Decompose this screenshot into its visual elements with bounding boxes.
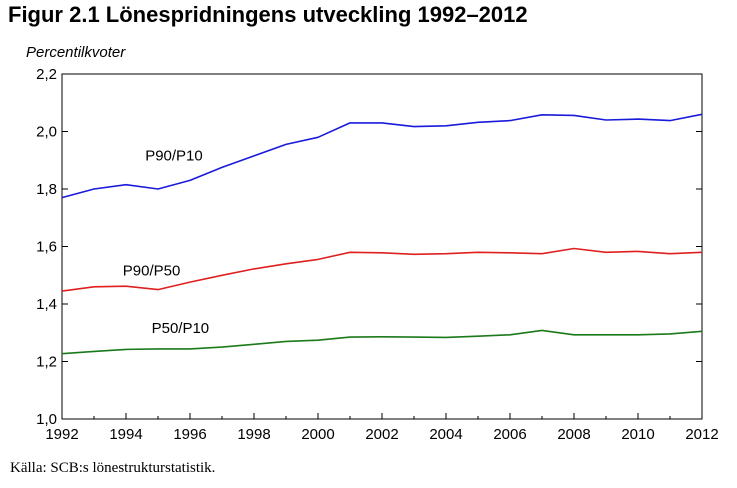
plot-frame	[61, 73, 703, 420]
x-tick-label: 2012	[685, 426, 718, 443]
x-tick-label: 2008	[557, 426, 590, 443]
series-label-p50-p10: P50/P10	[152, 320, 210, 337]
y-axis-label: Percentilkvoter	[26, 44, 126, 61]
series-line-p90-p10	[61, 113, 703, 199]
y-tick-label: 1,0	[36, 411, 57, 428]
series-line-p50-p10	[61, 329, 703, 355]
y-tick-label: 1,8	[36, 181, 57, 198]
x-tick-label: 1996	[173, 426, 206, 443]
y-tick-label: 1,4	[36, 296, 57, 313]
source-note: Källa: SCB:s lönestrukturstatistik.	[10, 460, 216, 476]
x-tick-label: 2004	[429, 426, 462, 443]
x-tick-label: 1998	[237, 426, 270, 443]
x-tick-label: 2000	[301, 426, 334, 443]
y-tick-label: 2,2	[36, 66, 57, 83]
x-tick-label: 2010	[621, 426, 654, 443]
chart-title: Figur 2.1 Lönespridningens utveckling 19…	[8, 2, 528, 27]
x-tick-label: 1994	[109, 426, 142, 443]
x-tick-label: 2002	[365, 426, 398, 443]
x-tick-label: 2006	[493, 426, 526, 443]
x-tick-label: 1992	[45, 426, 78, 443]
y-tick-label: 1,6	[36, 239, 57, 256]
y-tick-label: 2,0	[36, 124, 57, 141]
series-label-p90-p50: P90/P50	[123, 262, 181, 279]
series-label-p90-p10: P90/P10	[145, 147, 203, 164]
series-line-p90-p50	[61, 247, 703, 292]
y-tick-label: 1,2	[36, 354, 57, 371]
